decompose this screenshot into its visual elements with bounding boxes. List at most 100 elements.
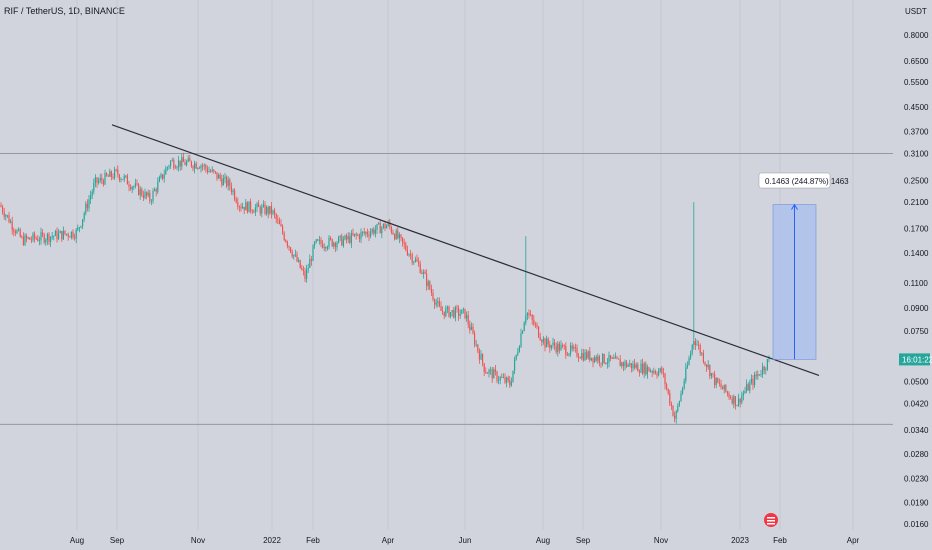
price-tick-label: 0.0500 <box>904 378 929 387</box>
price-tick-label: 0.6500 <box>904 57 929 66</box>
price-tick-label: 0.0190 <box>904 499 929 508</box>
candle-body <box>373 229 375 234</box>
candle-body <box>142 195 144 198</box>
candle-body <box>624 361 626 367</box>
price-tick-label: 0.1100 <box>904 279 928 288</box>
candle-body <box>691 345 693 353</box>
candle-body <box>58 233 60 240</box>
candle-body <box>501 376 503 378</box>
candle-body <box>282 226 284 233</box>
candle-body <box>411 254 413 263</box>
candle-body <box>534 324 536 326</box>
candle-body <box>725 384 727 392</box>
candle-body <box>291 252 293 257</box>
candle-body <box>546 338 548 348</box>
candle-body <box>90 195 92 200</box>
candle-body <box>99 177 101 181</box>
candle-body <box>326 246 328 249</box>
candle-body <box>299 260 301 269</box>
candle-body <box>422 271 424 274</box>
candle-body <box>54 231 56 236</box>
candle-body <box>117 169 119 175</box>
candle-body <box>125 175 127 177</box>
candle-body <box>562 344 564 346</box>
candle-body <box>190 161 192 167</box>
candle-body <box>750 378 752 383</box>
trendline[interactable] <box>111 124 820 377</box>
candle-body <box>490 369 492 371</box>
candle-body <box>206 168 208 173</box>
candle-body <box>94 177 96 184</box>
candle-body <box>178 160 180 168</box>
candle-body <box>403 242 405 245</box>
candle-body <box>603 353 605 364</box>
candle-body <box>760 374 762 376</box>
candle-body <box>210 170 212 172</box>
candle-body <box>674 416 676 419</box>
candle-body <box>630 363 632 369</box>
candle-body <box>754 374 756 386</box>
measure-tool[interactable]: 0.1463 (244.87%) 1463 <box>758 172 849 360</box>
candle-body <box>482 353 484 364</box>
candle-body <box>654 371 656 374</box>
candle-body <box>645 363 647 375</box>
candle-body <box>552 342 554 346</box>
candle-body <box>157 181 159 192</box>
candle-body <box>507 377 509 381</box>
price-axis[interactable]: USDT 0.8000 0.6500 0.5500 0.4500 0.3700 0.310… <box>904 7 929 529</box>
time-tick-label: Feb <box>306 536 320 545</box>
candle-body <box>123 176 125 180</box>
candle-body <box>294 254 296 256</box>
candle-body <box>685 367 687 381</box>
candle-body <box>254 207 256 213</box>
candle-body <box>187 158 189 162</box>
candle-body <box>602 353 604 364</box>
candle-body <box>18 229 20 231</box>
candle-body <box>302 269 304 272</box>
candle-body <box>437 301 439 303</box>
candle-body <box>454 307 456 318</box>
candle-body <box>410 254 412 256</box>
candle-body <box>69 236 71 238</box>
candle-body <box>243 206 245 211</box>
candle-body <box>549 344 551 349</box>
candle-body <box>405 244 407 251</box>
candle-body <box>37 238 39 241</box>
candle-body <box>728 393 730 398</box>
candle-body <box>461 309 463 315</box>
candle-body <box>515 354 517 360</box>
candle-body <box>450 312 452 317</box>
candle-body <box>53 235 55 237</box>
candle-body <box>755 374 757 377</box>
candle-body <box>48 233 50 242</box>
candle-body <box>77 227 79 230</box>
candle-body <box>245 202 247 211</box>
candle-body <box>198 167 200 169</box>
candle-body <box>150 200 152 202</box>
candle-body <box>694 341 696 346</box>
time-axis[interactable]: Aug Sep Nov 2022 Feb Apr Jun Aug Sep Nov 2023 Feb Ap… <box>70 536 860 545</box>
candle-body <box>682 388 684 394</box>
candle-body <box>162 174 164 179</box>
candle-body <box>158 177 160 182</box>
candle-body <box>483 363 485 372</box>
candle-body <box>478 351 480 360</box>
trendline-layer[interactable] <box>111 124 820 377</box>
candle-body <box>130 186 132 190</box>
candle-body <box>570 345 572 354</box>
candle-body <box>330 237 332 240</box>
candle-body <box>13 229 15 232</box>
event-flag-stripe <box>767 523 775 525</box>
candle-body <box>733 396 735 404</box>
candle-body <box>163 174 165 179</box>
event-marker[interactable] <box>764 513 778 527</box>
candle-body <box>179 160 181 167</box>
candle-body <box>643 363 645 374</box>
candle-body <box>707 365 709 368</box>
candle-body <box>170 161 172 166</box>
candle-body <box>14 231 16 234</box>
candle-body <box>32 233 34 240</box>
candle-body <box>571 345 573 349</box>
candle-body <box>402 237 404 243</box>
